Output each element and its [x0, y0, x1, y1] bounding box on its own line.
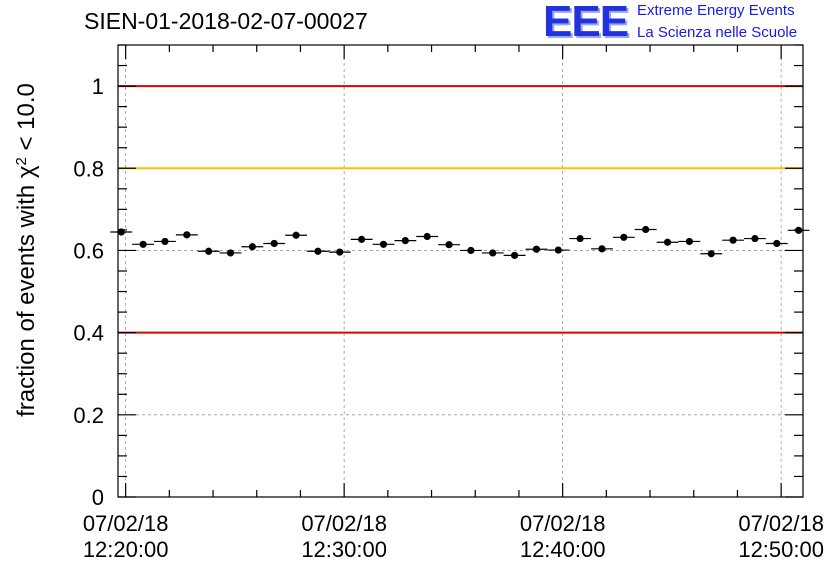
x-tick-time: 12:50:00	[738, 537, 824, 562]
data-point	[481, 249, 504, 257]
y-tick-label: 0.2	[73, 403, 104, 428]
y-tick-label: 0.4	[73, 321, 104, 346]
y-tick-label: 0.8	[73, 156, 104, 181]
data-point	[634, 225, 657, 234]
data-point	[438, 241, 460, 249]
x-tick-time: 12:40:00	[520, 537, 606, 562]
data-point	[656, 238, 679, 246]
y-axis-label-sup: 2	[13, 157, 30, 165]
eee-logo-mark: EEE	[543, 0, 629, 46]
data-point-marker	[620, 233, 628, 241]
data-point-marker	[336, 248, 344, 256]
data-point-marker	[248, 243, 256, 251]
data-point-marker	[401, 236, 409, 245]
data-point	[765, 239, 788, 248]
data-point	[678, 237, 701, 246]
data-point	[154, 237, 176, 246]
data-point-marker	[663, 238, 672, 246]
plot-frame	[117, 44, 804, 498]
data-point	[569, 234, 592, 243]
chart-title: SIEN-01-2018-02-07-00027	[84, 8, 368, 34]
y-tick-label: 0	[92, 485, 104, 510]
data-point	[328, 248, 351, 256]
data-point-marker	[379, 240, 388, 248]
data-point	[175, 231, 198, 239]
x-tick-date: 07/02/18	[301, 511, 387, 536]
data-point-marker	[489, 249, 497, 257]
data-point	[700, 250, 723, 258]
data-point	[350, 235, 373, 243]
data-point-marker	[751, 234, 759, 243]
data-point	[372, 240, 395, 248]
data-point-marker	[532, 245, 541, 253]
data-point-marker	[576, 234, 584, 243]
data-point-marker	[685, 237, 693, 246]
data-point-marker	[205, 247, 213, 255]
data-point-marker	[510, 251, 519, 259]
eee-logo-line1: Extreme Energy Events	[637, 2, 795, 19]
data-point	[394, 236, 417, 245]
data-point	[263, 239, 286, 248]
data-point	[459, 246, 482, 255]
data-point	[219, 249, 242, 257]
data-point	[307, 247, 329, 255]
y-tick-label: 0.6	[73, 238, 104, 263]
y-axis-label-chi: χ	[13, 165, 40, 178]
data-point-marker	[314, 247, 322, 255]
y-axis: 0 0.2 0.4 0.6 0.8 1	[73, 44, 803, 510]
data-point	[547, 246, 570, 254]
data-point-marker	[773, 239, 781, 248]
data-point-marker	[226, 249, 235, 257]
data-point-marker	[445, 241, 453, 249]
y-axis-label: fraction of events with χ2 < 10.0	[13, 83, 41, 417]
data-point-marker	[139, 240, 147, 248]
data-point-marker	[598, 245, 606, 253]
data-point-marker	[183, 231, 191, 239]
data-point-marker	[270, 239, 278, 248]
data-point-marker	[642, 225, 650, 234]
data-point	[416, 232, 439, 241]
data-point	[525, 245, 548, 253]
data-point	[503, 251, 526, 259]
x-tick-time: 12:30:00	[301, 537, 387, 562]
x-tick-time: 12:20:00	[83, 537, 169, 562]
data-point	[744, 234, 766, 243]
data-point-marker	[554, 246, 562, 254]
data-point	[285, 231, 308, 239]
y-tick-label: 1	[92, 74, 104, 99]
data-points	[110, 225, 810, 259]
data-point-marker	[358, 235, 366, 243]
data-point	[241, 243, 264, 251]
data-point	[132, 240, 155, 248]
data-point	[591, 245, 613, 253]
eee-logo-line2: La Scienza nelle Scuole	[637, 24, 798, 41]
data-point-marker	[729, 236, 737, 244]
x-tick-date: 07/02/18	[520, 511, 606, 536]
data-point-marker	[423, 232, 431, 241]
data-point	[722, 236, 745, 244]
x-tick-date: 07/02/18	[83, 511, 169, 536]
grid-lines	[118, 45, 803, 498]
x-axis: 07/02/1812:20:0007/02/1812:30:0007/02/18…	[83, 45, 824, 562]
data-point-marker	[161, 237, 169, 246]
data-point-marker	[467, 246, 475, 255]
data-point-marker	[707, 250, 715, 258]
reference-lines	[118, 85, 803, 334]
y-axis-label-prefix: fraction of events with	[13, 178, 40, 417]
data-point	[197, 247, 220, 255]
data-point	[612, 233, 635, 241]
y-axis-label-suffix: < 10.0	[13, 83, 40, 157]
data-point-marker	[292, 231, 300, 239]
x-tick-date: 07/02/18	[738, 511, 824, 536]
